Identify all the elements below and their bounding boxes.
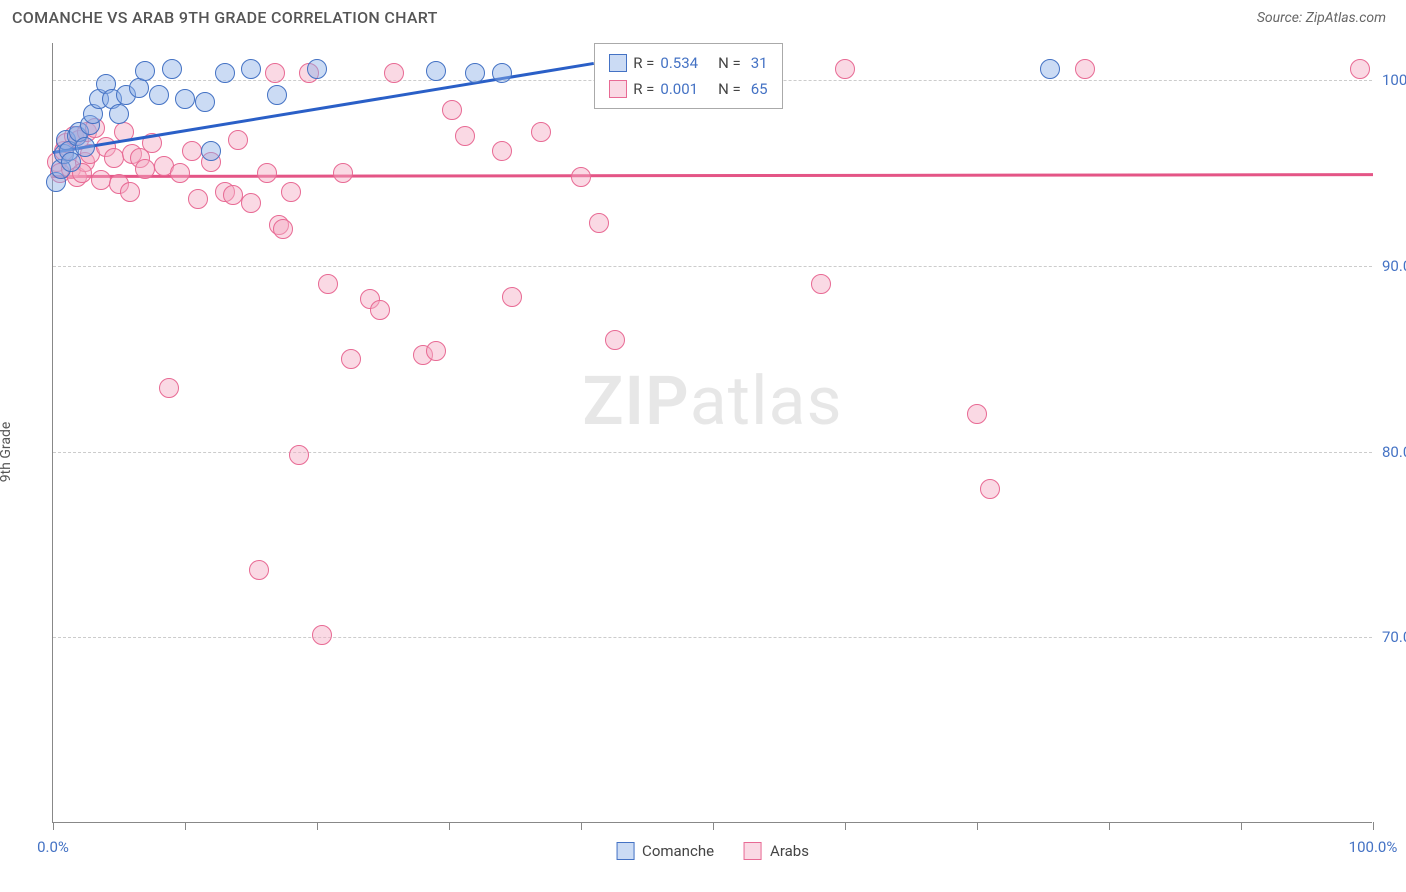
stats-legend-row: R = 0.001N = 65 — [609, 76, 767, 102]
arabs-point — [318, 274, 338, 294]
arabs-point — [967, 404, 987, 424]
comanche-point — [75, 137, 95, 157]
comanche-point — [1040, 59, 1060, 79]
xtick — [185, 822, 186, 830]
arabs-trendline — [53, 173, 1373, 177]
arabs-point — [442, 100, 462, 120]
xtick — [53, 822, 54, 830]
arabs-point — [312, 625, 332, 645]
comanche-point — [241, 59, 261, 79]
comanche-point — [175, 89, 195, 109]
legend-swatch — [609, 54, 627, 72]
xtick — [845, 822, 846, 830]
y-axis-label: 9th Grade — [0, 422, 14, 483]
series-legend-item: Arabs — [744, 842, 809, 860]
arabs-point — [281, 182, 301, 202]
comanche-point — [307, 59, 327, 79]
comanche-point — [195, 92, 215, 112]
ytick-label: 80.0% — [1382, 443, 1406, 461]
chart-title: COMANCHE VS ARAB 9TH GRADE CORRELATION C… — [12, 8, 438, 27]
series-legend: Comanche Arabs — [616, 842, 809, 860]
arabs-point — [104, 148, 124, 168]
arabs-point — [589, 213, 609, 233]
arabs-point — [223, 185, 243, 205]
plot-area: ZIPatlas 70.0%80.0%90.0%100.0%0.0%100.0%… — [52, 43, 1372, 823]
arabs-point — [426, 341, 446, 361]
arabs-point — [531, 122, 551, 142]
arabs-point — [1350, 59, 1370, 79]
arabs-point — [571, 167, 591, 187]
ytick-label: 70.0% — [1382, 628, 1406, 646]
arabs-point — [333, 163, 353, 183]
comanche-point — [149, 85, 169, 105]
xtick — [449, 822, 450, 830]
stats-legend: R = 0.534N = 31R = 0.001N = 65 — [594, 43, 782, 109]
comanche-point — [201, 141, 221, 161]
xtick — [1241, 822, 1242, 830]
arabs-point — [249, 560, 269, 580]
gridline — [53, 637, 1372, 638]
arabs-point — [1075, 59, 1095, 79]
arabs-point — [605, 330, 625, 350]
xtick — [1109, 822, 1110, 830]
chart-container: 9th Grade ZIPatlas 70.0%80.0%90.0%100.0%… — [14, 31, 1394, 873]
arabs-point — [384, 63, 404, 83]
arabs-point — [91, 170, 111, 190]
comanche-point — [465, 63, 485, 83]
gridline — [53, 452, 1372, 453]
arabs-point — [811, 274, 831, 294]
arabs-point — [289, 445, 309, 465]
arabs-point — [502, 287, 522, 307]
xtick — [1373, 822, 1374, 830]
arabs-point — [188, 189, 208, 209]
arabs-point — [370, 300, 390, 320]
arabs-point — [492, 141, 512, 161]
xtick — [581, 822, 582, 830]
xtick-label: 100.0% — [1349, 838, 1398, 856]
series-legend-item: Comanche — [616, 842, 714, 860]
arabs-point — [265, 63, 285, 83]
legend-swatch — [609, 80, 627, 98]
arabs-point — [182, 141, 202, 161]
arabs-point — [455, 126, 475, 146]
xtick — [713, 822, 714, 830]
xtick — [317, 822, 318, 830]
arabs-point — [159, 378, 179, 398]
arabs-point — [170, 163, 190, 183]
ytick-label: 100.0% — [1382, 71, 1406, 89]
comanche-point — [492, 63, 512, 83]
arabs-point — [341, 349, 361, 369]
comanche-point — [267, 85, 287, 105]
chart-source: Source: ZipAtlas.com — [1257, 10, 1386, 26]
arabs-point — [241, 193, 261, 213]
comanche-point — [215, 63, 235, 83]
arabs-point — [120, 182, 140, 202]
comanche-point — [109, 104, 129, 124]
comanche-point — [162, 59, 182, 79]
xtick — [977, 822, 978, 830]
xtick-label: 0.0% — [37, 838, 69, 856]
arabs-point — [980, 479, 1000, 499]
arabs-point — [228, 130, 248, 150]
arabs-point — [273, 219, 293, 239]
gridline — [53, 266, 1372, 267]
comanche-point — [135, 61, 155, 81]
arabs-point — [135, 159, 155, 179]
stats-legend-row: R = 0.534N = 31 — [609, 50, 767, 76]
legend-swatch — [744, 842, 762, 860]
arabs-point — [835, 59, 855, 79]
ytick-label: 90.0% — [1382, 257, 1406, 275]
comanche-point — [426, 61, 446, 81]
legend-swatch — [616, 842, 634, 860]
watermark: ZIPatlas — [582, 361, 842, 441]
arabs-point — [257, 163, 277, 183]
